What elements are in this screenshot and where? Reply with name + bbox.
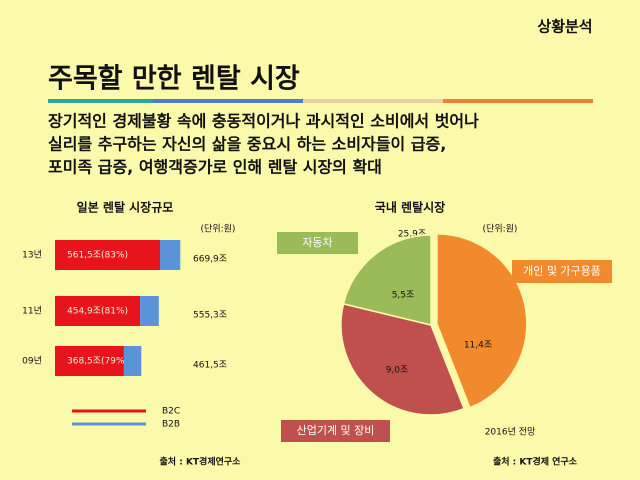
bar-segment — [55, 346, 124, 376]
category-box — [512, 260, 612, 283]
note-label: 2016년 전망 — [485, 427, 536, 438]
category-label: 13년 — [22, 250, 42, 261]
underline-segment — [303, 99, 443, 103]
bar-segment — [123, 346, 142, 376]
category-box — [281, 420, 390, 442]
total-label: 25,9조 — [398, 230, 426, 240]
body-line: 실리를 추구하는 자신의 삶을 중요시 하는 소비자들이 급증, — [48, 135, 446, 154]
value-label: 368,5조(79%) — [67, 357, 128, 367]
source-label: 출처 : KT경제 연구소 — [493, 456, 578, 468]
pie-slice — [436, 233, 528, 409]
pie-slice — [340, 303, 466, 416]
value-label: 11,4조 — [464, 341, 492, 351]
bar-segment — [55, 240, 161, 270]
legend-label: B2B — [162, 420, 180, 430]
chart-title: 일본 렌탈 시장규모 — [77, 200, 174, 215]
value-label: 561,5조(83%) — [67, 251, 128, 261]
underline-segment — [443, 99, 593, 103]
value-label: 454,9조(81%) — [67, 307, 128, 317]
category-label: 09년 — [22, 356, 42, 367]
underline-segment — [153, 99, 303, 103]
bar-segment — [140, 296, 159, 326]
title-underline — [48, 99, 593, 103]
source-label: 출처 : KT경제연구소 — [160, 456, 242, 468]
pie-slice — [342, 234, 432, 326]
value-label: 9,0조 — [386, 366, 409, 376]
body-line: 포미족 급증, 여행객증가로 인해 렌탈 시장의 확대 — [48, 158, 382, 177]
total-label: 555,3조 — [193, 311, 227, 321]
slide-title: 주목할 만한 렌탈 시장 — [48, 64, 300, 95]
underline-segment — [48, 99, 153, 103]
category-box — [277, 232, 358, 254]
total-label: 461,5조 — [193, 361, 227, 371]
bar-segment — [55, 296, 141, 326]
category-label: 11년 — [22, 306, 42, 317]
category-label: 산업기계 및 장비 — [297, 424, 375, 437]
category-label: 개인 및 가구용품 — [523, 265, 601, 278]
value-label: 5,5조 — [392, 291, 415, 301]
unit-label: (단위:원) — [483, 224, 518, 235]
bar-segment — [160, 240, 181, 270]
chart-title: 국내 렌탈시장 — [375, 200, 445, 215]
total-label: 669,9조 — [193, 255, 227, 265]
body-line: 장기적인 경제불황 속에 충동적이거나 과시적인 소비에서 벗어나 — [48, 112, 479, 131]
section-label: 상황분석 — [537, 18, 592, 36]
category-label: 자동차 — [302, 236, 332, 249]
unit-label: (단위:원) — [201, 224, 236, 235]
legend-label: B2C — [162, 407, 180, 417]
